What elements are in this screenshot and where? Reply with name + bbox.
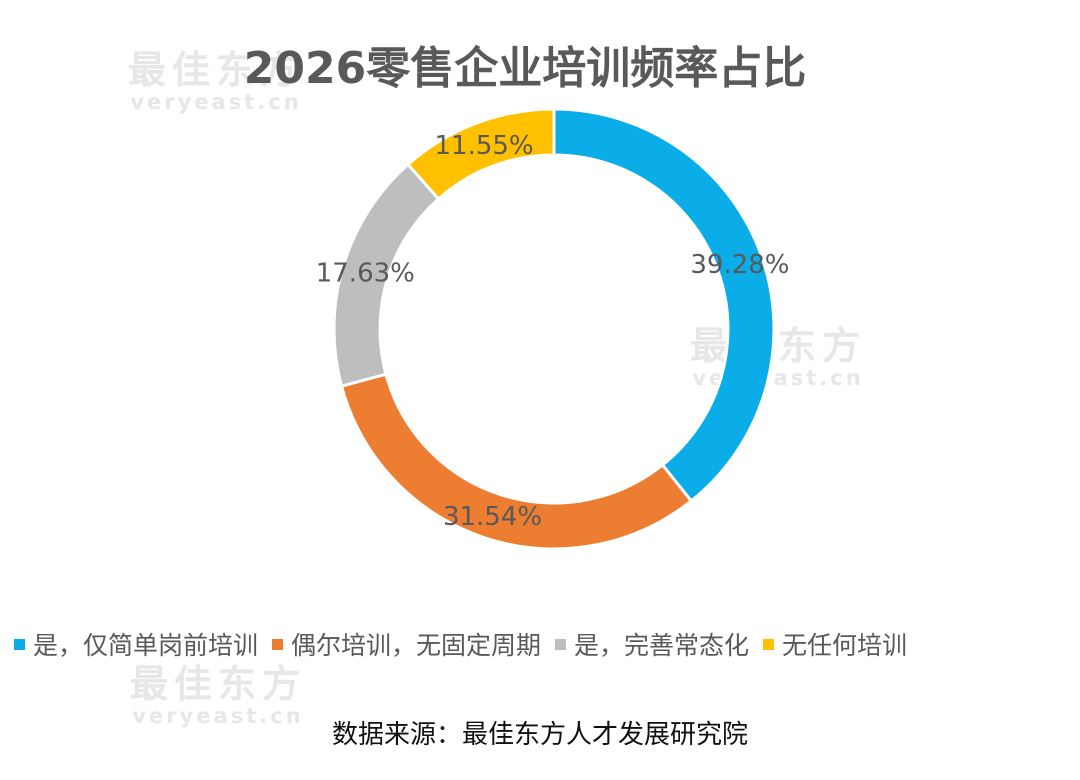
legend-label: 无任何培训 [782, 631, 908, 660]
watermark-bottom-left: 最佳东方 veryeast.cn [130, 664, 306, 728]
watermark-en: veryeast.cn [132, 704, 304, 728]
legend-label: 是，完善常态化 [574, 631, 750, 660]
data-source: 数据来源：最佳东方人才发展研究院 [331, 720, 748, 750]
legend-label: 是，仅简单岗前培训 [33, 631, 259, 660]
slice-value-label: 39.28% [690, 250, 789, 280]
watermark-cn: 最佳东方 [128, 48, 305, 92]
legend-swatch [763, 638, 775, 650]
slice-value-label: 11.55% [435, 131, 534, 161]
slice-value-label: 31.54% [443, 502, 542, 532]
chart-legend: 是，仅简单岗前培训 偶尔培训，无固定周期 是，完善常态化 无任何培训 [14, 624, 1074, 664]
legend-label: 偶尔培训，无固定周期 [291, 631, 542, 660]
legend-item: 偶尔培训，无固定周期 [272, 626, 541, 662]
legend-swatch [555, 638, 567, 650]
slice-value-label: 17.63% [316, 258, 415, 288]
legend-swatch [14, 638, 25, 650]
watermark-top-left: 最佳东方 veryeast.cn [128, 50, 304, 114]
legend-item: 无任何培训 [763, 626, 907, 662]
chart-title: 2026零售企业培训频率占比 [243, 43, 807, 94]
donut-slice [552, 107, 776, 504]
legend-item: 是，完善常态化 [555, 626, 749, 662]
legend-item: 是，仅简单岗前培训 [14, 626, 258, 662]
legend-swatch [272, 638, 284, 650]
watermark-en: veryeast.cn [130, 90, 302, 114]
donut-chart: 39.28% 31.54% 17.63% 11.55% [316, 107, 790, 551]
donut-slice [405, 107, 556, 201]
watermark-cn: 最佳东方 [130, 662, 307, 706]
